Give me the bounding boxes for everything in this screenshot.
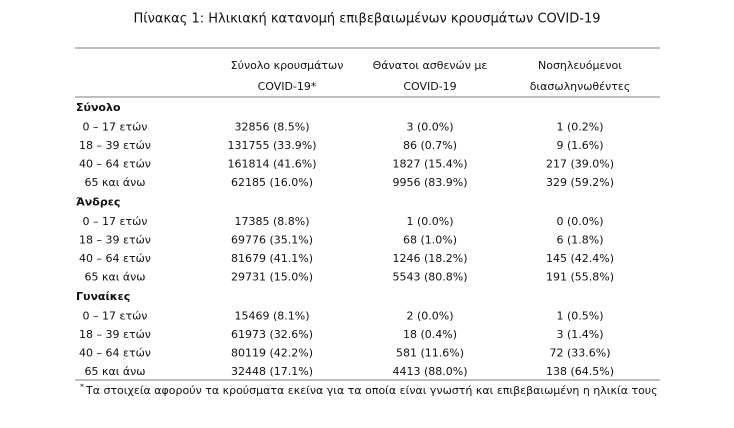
column-header: Θάνατοι ασθενών με	[373, 59, 488, 72]
cell: 3 (1.4%)	[556, 328, 603, 341]
cell: 29731 (15.0%)	[231, 271, 313, 284]
footnote-marker: *	[80, 383, 84, 392]
row-label: 0 – 17 ετών	[83, 121, 148, 134]
cell: 3 (0.0%)	[406, 121, 453, 134]
cell: 72 (33.6%)	[549, 347, 610, 360]
row-label: 65 και άνω	[84, 176, 145, 189]
column-header: διασωληνωθέντες	[530, 80, 631, 93]
cell: 0 (0.0%)	[556, 215, 603, 228]
cell: 9 (1.6%)	[556, 139, 603, 152]
cell: 80119 (42.2%)	[231, 347, 313, 360]
table-title: Πίνακας 1: Ηλικιακή κατανομή επιβεβαιωμέ…	[134, 12, 601, 27]
cell: 138 (64.5%)	[546, 365, 614, 378]
cell: 17385 (8.8%)	[234, 215, 309, 228]
cell: 86 (0.7%)	[403, 139, 457, 152]
cell: 145 (42.4%)	[546, 252, 614, 265]
row-label: 40 – 64 ετών	[79, 347, 151, 360]
cell: 68 (1.0%)	[403, 234, 457, 247]
column-header: Σύνολο κρουσμάτων	[231, 59, 344, 72]
row-label: 18 – 39 ετών	[79, 328, 151, 341]
section-label: Γυναίκες	[76, 290, 130, 303]
cell: 18 (0.4%)	[403, 328, 457, 341]
row-label: 0 – 17 ετών	[83, 215, 148, 228]
section-label: Άνδρες	[76, 196, 120, 209]
cell: 191 (55.8%)	[546, 271, 614, 284]
cell: 32448 (17.1%)	[231, 365, 313, 378]
section-label: Σύνολο	[76, 101, 121, 114]
cell: 131755 (33.9%)	[227, 139, 316, 152]
row-label: 0 – 17 ετών	[83, 310, 148, 323]
column-header: COVID-19*	[258, 80, 317, 93]
cell: 1246 (18.2%)	[392, 252, 467, 265]
cell: 1 (0.0%)	[406, 215, 453, 228]
row-label: 18 – 39 ετών	[79, 234, 151, 247]
cell: 5543 (80.8%)	[392, 271, 467, 284]
cell: 329 (59.2%)	[546, 176, 614, 189]
footnote: Τα στοιχεία αφορούν τα κρούσματα εκείνα …	[85, 384, 658, 397]
column-header: Νοσηλευόμενοι	[538, 59, 622, 72]
cell: 1827 (15.4%)	[392, 158, 467, 171]
row-label: 18 – 39 ετών	[79, 139, 151, 152]
column-header: COVID-19	[403, 80, 456, 93]
row-label: 65 και άνω	[84, 365, 145, 378]
cell: 9956 (83.9%)	[392, 176, 467, 189]
cell: 4413 (88.0%)	[392, 365, 467, 378]
cell: 62185 (16.0%)	[231, 176, 313, 189]
row-label: 65 και άνω	[84, 271, 145, 284]
cell: 161814 (41.6%)	[227, 158, 316, 171]
cell: 6 (1.8%)	[556, 234, 603, 247]
row-label: 40 – 64 ετών	[79, 158, 151, 171]
cell: 2 (0.0%)	[406, 310, 453, 323]
row-label: 40 – 64 ετών	[79, 252, 151, 265]
cell: 1 (0.5%)	[556, 310, 603, 323]
cell: 15469 (8.1%)	[234, 310, 309, 323]
cell: 217 (39.0%)	[546, 158, 614, 171]
cell: 581 (11.6%)	[396, 347, 464, 360]
cell: 61973 (32.6%)	[231, 328, 313, 341]
cell: 81679 (41.1%)	[231, 252, 313, 265]
cell: 69776 (35.1%)	[231, 234, 313, 247]
cell: 1 (0.2%)	[556, 121, 603, 134]
cell: 32856 (8.5%)	[234, 121, 309, 134]
